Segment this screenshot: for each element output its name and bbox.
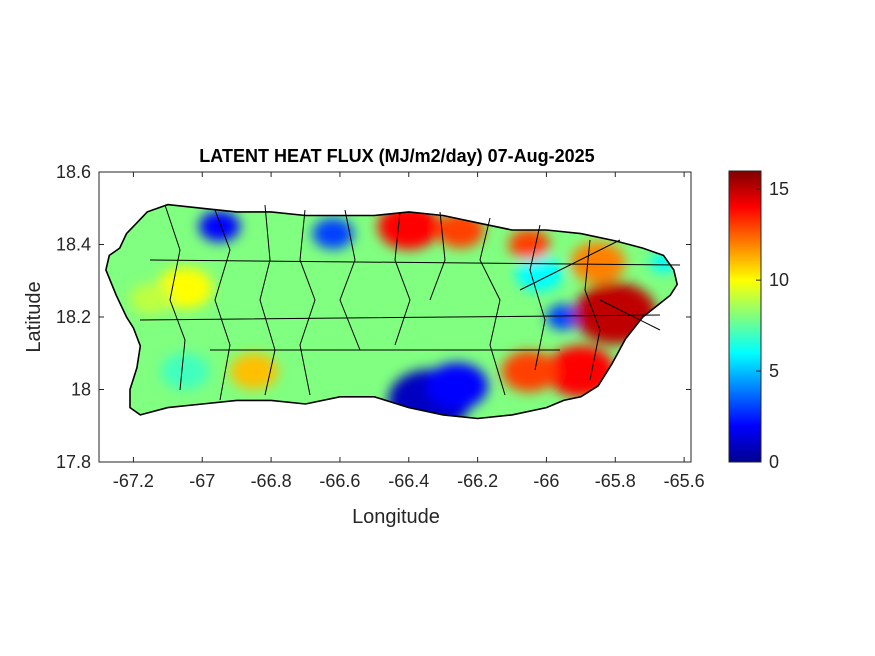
flux-region (546, 345, 616, 398)
colorbar-tick-label: 5 (769, 361, 779, 381)
x-tick-label: -65.8 (595, 471, 636, 491)
flux-region (229, 353, 278, 390)
municipality-boundaries (139, 204, 681, 401)
x-tick-label: -65.6 (664, 471, 705, 491)
y-tick-label: 17.8 (56, 452, 91, 472)
flux-region (377, 204, 440, 250)
x-tick-label: -67.2 (113, 471, 154, 491)
colorbar-tick-label: 10 (769, 270, 789, 290)
colorbar-gradient (728, 170, 762, 463)
flux-blobs (129, 204, 678, 419)
x-tick-label: -67 (189, 471, 215, 491)
flux-region (570, 241, 626, 284)
y-tick-label: 18.6 (56, 162, 91, 182)
x-axis-ticks: -67.2 -67 -66.8 -66.6 -66.4 -66.2 -66 -65.8 -65.… (113, 172, 705, 491)
flux-region (425, 362, 488, 410)
flux-region (339, 291, 409, 343)
flux-region (546, 304, 581, 330)
island-outline (105, 203, 679, 420)
flux-region (160, 353, 210, 390)
flux-region (312, 218, 354, 250)
map-axes: -67.2 -67 -66.8 -66.6 -66.4 -66.2 -66 -65.8 -65.… (56, 162, 705, 491)
colorbar-ticks: 0 5 10 15 (756, 179, 789, 472)
colorbar-tick-label: 15 (769, 179, 789, 199)
flux-region (515, 255, 564, 292)
map-title: LATENT HEAT FLUX (MJ/m2/day) 07-Aug-2025 (199, 146, 594, 166)
flux-region (129, 283, 172, 315)
y-tick-label: 18 (71, 380, 91, 400)
y-axis-ticks: 18.6 18.4 18.2 18 17.8 (56, 162, 691, 472)
x-tick-label: -66 (533, 471, 559, 491)
x-tick-label: -66.6 (319, 471, 360, 491)
x-tick-label: -66.4 (388, 471, 429, 491)
x-axis-label: Longitude (352, 506, 440, 528)
colorbar: 0 5 10 15 (728, 170, 789, 472)
y-tick-label: 18.4 (56, 235, 91, 255)
colorbar-tick-label: 0 (769, 452, 779, 472)
y-tick-label: 18.2 (56, 307, 91, 327)
flux-region (198, 210, 241, 242)
flux-region (157, 267, 213, 309)
x-tick-label: -66.8 (251, 471, 292, 491)
flux-region (271, 273, 340, 325)
flux-region (508, 229, 550, 260)
heat-flux-field (105, 204, 678, 419)
flux-region (501, 350, 557, 393)
y-axis-label: Latitude (23, 281, 45, 352)
x-tick-label: -66.2 (457, 471, 498, 491)
